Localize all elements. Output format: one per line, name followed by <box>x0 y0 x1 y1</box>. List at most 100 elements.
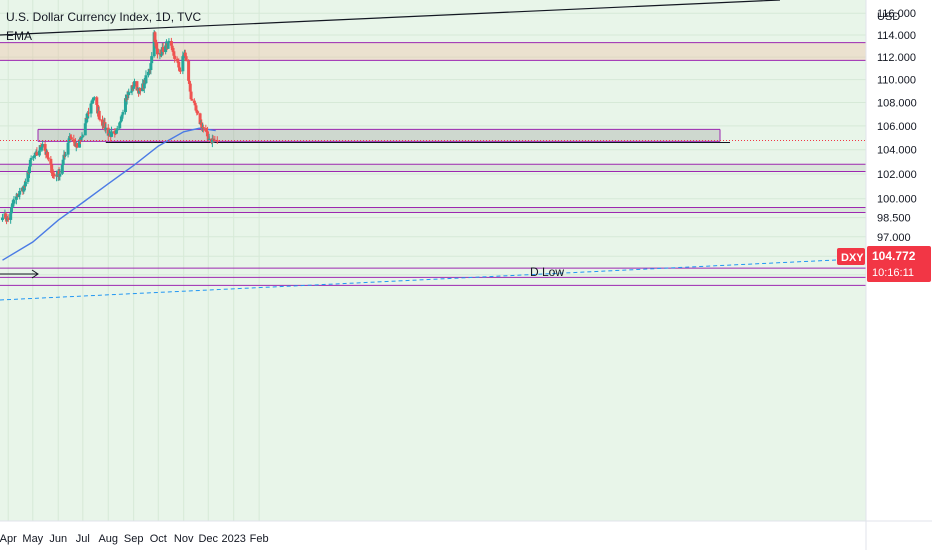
candle-body <box>61 159 65 166</box>
price-zone <box>0 42 866 61</box>
symbol-badge-text: DXY <box>841 252 864 264</box>
candle-body <box>22 185 26 192</box>
candle-body <box>35 152 39 156</box>
candle <box>132 78 136 88</box>
candle <box>119 116 123 122</box>
candle <box>184 55 188 62</box>
candle <box>166 40 170 49</box>
candle <box>46 155 50 162</box>
candle <box>173 53 177 63</box>
candle-body <box>107 133 111 136</box>
price-badge-countdown: 10:16:11 <box>872 267 914 279</box>
candle-body <box>32 156 36 158</box>
candle-body <box>177 61 181 68</box>
candle-body <box>121 112 125 115</box>
candle-body <box>18 190 22 195</box>
candle-body <box>57 170 61 177</box>
candle-body <box>178 70 182 72</box>
candle <box>91 97 95 104</box>
candle-body <box>135 81 139 91</box>
candle <box>127 88 131 99</box>
candle <box>188 81 192 94</box>
candle-body <box>40 146 44 148</box>
candle <box>213 135 217 142</box>
candle-body <box>175 58 179 62</box>
candle-body <box>183 52 187 57</box>
candle-body <box>119 121 123 123</box>
candle <box>98 115 102 122</box>
plot-area <box>0 0 866 521</box>
candle <box>52 171 56 179</box>
candle <box>153 30 157 47</box>
candle <box>189 89 193 100</box>
candle-body <box>169 41 173 46</box>
candle-body <box>195 110 199 112</box>
candle <box>125 91 129 105</box>
candle-body <box>78 139 82 141</box>
candle-body <box>52 173 56 177</box>
candle-body <box>91 97 95 101</box>
candle-body <box>50 172 54 174</box>
candle-body <box>170 45 174 48</box>
candle-body <box>200 122 204 129</box>
indicator-label[interactable]: EMA <box>6 29 33 43</box>
candle-body <box>210 138 214 143</box>
candle-body <box>207 138 211 141</box>
time-axis-label: Jul <box>76 533 90 545</box>
candle-body <box>166 41 170 49</box>
symbol-badge <box>837 248 865 265</box>
candle-body <box>83 123 87 136</box>
candle-body <box>188 83 192 92</box>
price-zone <box>0 164 866 172</box>
candle-body <box>23 181 27 187</box>
candle-body <box>173 55 177 59</box>
candle <box>29 155 33 161</box>
candle <box>6 214 10 223</box>
candle-body <box>161 47 165 53</box>
candle <box>78 135 82 144</box>
candle-body <box>201 127 205 129</box>
candle-body <box>26 171 30 182</box>
candle-body <box>171 47 175 52</box>
candle <box>138 87 142 96</box>
candle <box>62 150 66 164</box>
candle <box>207 133 211 141</box>
price-zone <box>0 207 866 213</box>
candle-body <box>101 119 104 126</box>
candle-body <box>75 142 79 148</box>
candle-body <box>149 63 153 71</box>
candle-body <box>204 128 208 132</box>
candle <box>81 134 85 138</box>
candle <box>204 124 208 132</box>
candle-body <box>9 207 13 214</box>
candle <box>41 140 45 151</box>
price-axis-label: 106.000 <box>877 121 917 133</box>
candle-body <box>132 86 136 89</box>
candle <box>149 61 153 75</box>
candle-body <box>38 145 42 151</box>
candle-body <box>86 112 90 119</box>
candle <box>9 212 13 224</box>
candle-body <box>58 173 62 177</box>
candle-body <box>28 166 32 174</box>
candle-body <box>11 203 15 205</box>
candle-body <box>12 199 16 204</box>
candle <box>115 125 119 134</box>
candle-body <box>155 42 159 49</box>
time-axis-label: Nov <box>174 533 194 545</box>
candle-body <box>28 159 32 167</box>
candle-body <box>152 32 156 57</box>
price-axis-label: 112.000 <box>877 52 916 64</box>
candle <box>64 151 68 158</box>
candle-body <box>172 51 176 56</box>
candle-body <box>182 54 186 57</box>
candle-body <box>66 142 70 155</box>
candle <box>18 187 22 200</box>
candle-body <box>211 138 215 141</box>
price-axis-label: 116.000 <box>877 8 916 20</box>
upper-trendline <box>0 0 781 36</box>
candle-body <box>80 136 84 138</box>
candle <box>167 38 171 46</box>
candle-body <box>37 150 41 156</box>
